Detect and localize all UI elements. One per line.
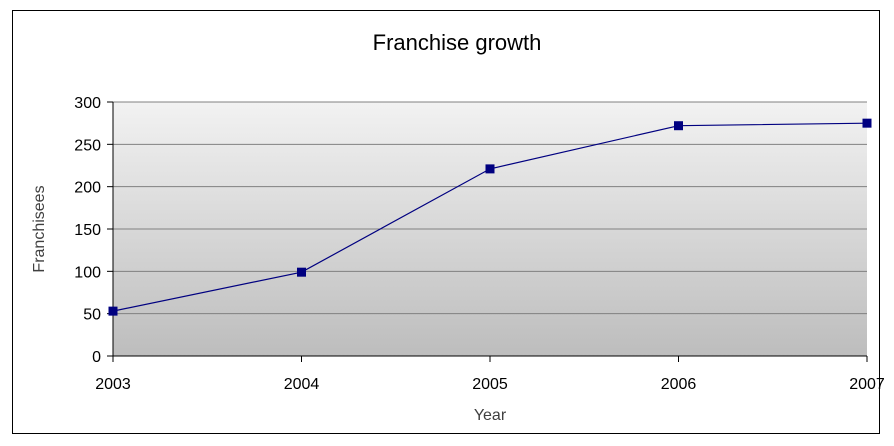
data-point-marker	[297, 267, 306, 277]
x-tick-label: 2007	[849, 376, 885, 393]
y-tick-label: 150	[74, 222, 101, 239]
x-tick-label: 2003	[95, 376, 131, 393]
y-tick-label: 50	[83, 307, 101, 324]
x-tick-label: 2005	[472, 376, 508, 393]
y-axis-label: Franchisees	[31, 185, 48, 272]
x-axis-label: Year	[474, 407, 507, 424]
data-point-marker	[485, 164, 495, 174]
x-tick-labels: 2003 2004 2005 2006 2007	[95, 376, 885, 393]
chart-title: Franchise growth	[373, 30, 542, 55]
series-group	[108, 118, 872, 316]
y-tick-label: 100	[74, 264, 101, 281]
x-tick-label: 2006	[661, 376, 697, 393]
y-tick-label: 250	[74, 137, 101, 154]
data-point-marker	[674, 121, 683, 131]
data-point-marker	[108, 306, 118, 316]
y-tick-labels: 0 50 100 150 200 250 300	[74, 95, 101, 366]
y-tick-label: 300	[74, 95, 101, 112]
y-tick-label: 0	[92, 349, 101, 366]
y-tick-label: 200	[74, 180, 101, 197]
x-tick-label: 2004	[284, 376, 320, 393]
gridlines	[113, 101, 867, 315]
data-point-marker	[862, 118, 872, 128]
